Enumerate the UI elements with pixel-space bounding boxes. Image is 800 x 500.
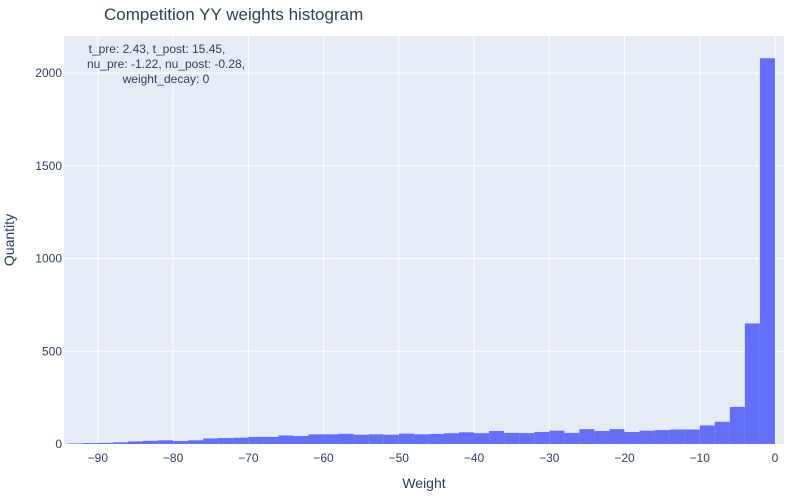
histogram-bar <box>669 429 685 444</box>
x-axis-title: Weight <box>402 475 445 491</box>
histogram-bar <box>699 425 715 444</box>
histogram-bar <box>353 434 369 444</box>
histogram-bar <box>744 323 760 444</box>
histogram-bar <box>263 436 279 444</box>
annotation-line-1: t_pre: 2.43, t_post: 15.45, <box>89 42 226 56</box>
histogram-bar <box>293 436 309 444</box>
histogram-bar <box>67 443 83 444</box>
y-tick-label: 500 <box>42 344 62 358</box>
histogram-bar <box>714 421 730 444</box>
x-tick-label: −70 <box>238 451 259 465</box>
histogram-bar <box>639 430 655 444</box>
histogram-bar <box>594 431 610 444</box>
histogram-bar <box>519 433 535 444</box>
x-axis-ticks: −90 −80 −70 −60 −50 −40 −30 −20 −10 0 <box>88 451 779 465</box>
x-tick-label: −40 <box>464 451 485 465</box>
x-tick-label: −20 <box>614 451 635 465</box>
y-tick-label: 1000 <box>35 252 62 266</box>
histogram-bar <box>278 435 294 444</box>
x-tick-label: 0 <box>772 451 779 465</box>
histogram-bar <box>218 438 234 444</box>
y-tick-label: 1500 <box>35 159 62 173</box>
histogram-bar <box>489 431 505 444</box>
histogram-bar <box>428 433 444 444</box>
histogram-bar <box>82 443 98 444</box>
x-tick-label: −90 <box>88 451 109 465</box>
histogram-bar <box>383 434 399 444</box>
histogram-bar <box>308 434 324 444</box>
y-tick-label: 0 <box>55 437 62 451</box>
histogram-bar <box>654 430 670 444</box>
histogram-bar <box>338 433 354 444</box>
histogram-bar <box>564 432 580 444</box>
plot-background <box>64 36 784 444</box>
histogram-bar <box>474 433 490 444</box>
histogram-bar <box>534 431 550 444</box>
histogram-bar <box>368 434 384 444</box>
histogram-bar <box>127 441 143 444</box>
x-tick-label: −50 <box>389 451 410 465</box>
histogram-bar <box>142 440 159 444</box>
histogram-bar <box>233 437 249 444</box>
chart-title: Competition YY weights histogram <box>104 5 363 24</box>
histogram-bar <box>759 58 775 444</box>
annotation-line-2: nu_pre: -1.22, nu_post: -0.28, <box>87 57 245 71</box>
histogram-bar <box>624 431 640 444</box>
annotation-line-3: weight_decay: 0 <box>122 72 210 86</box>
histogram-bar <box>173 441 189 444</box>
histogram-bar <box>97 442 113 444</box>
histogram-bar <box>398 433 414 444</box>
histogram-bar <box>158 440 174 444</box>
x-tick-label: −60 <box>313 451 334 465</box>
histogram-bar <box>609 429 625 444</box>
histogram-bar <box>203 438 219 444</box>
histogram-bar <box>549 430 565 444</box>
histogram-bar <box>458 432 475 444</box>
x-tick-label: −30 <box>539 451 560 465</box>
histogram-bar <box>188 440 204 444</box>
histogram-bar <box>684 429 700 444</box>
grid-lines <box>64 36 784 444</box>
histogram-bar <box>504 432 520 444</box>
histogram-bar <box>729 406 745 444</box>
y-axis-title: Quantity <box>1 214 17 266</box>
histogram-bars <box>67 58 775 444</box>
y-tick-label: 2000 <box>35 66 62 80</box>
histogram-bar <box>248 436 264 444</box>
histogram-bar <box>413 434 429 444</box>
y-axis-ticks: 0 500 1000 1500 2000 <box>35 66 62 451</box>
histogram-bar <box>443 433 459 444</box>
histogram-bar <box>112 442 128 444</box>
histogram-bar <box>579 429 595 444</box>
x-tick-label: −80 <box>163 451 184 465</box>
x-tick-label: −10 <box>690 451 711 465</box>
histogram-bar <box>323 434 339 444</box>
